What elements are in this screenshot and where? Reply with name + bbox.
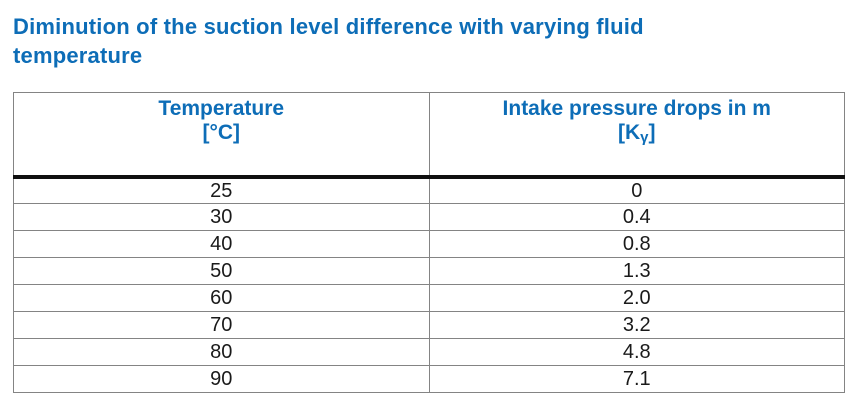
pressure-drop-cell: 3.2 — [428, 311, 845, 339]
table-row: 40 0.8 — [13, 230, 845, 258]
intake-pressure-header-unit: [Kγ] — [617, 121, 656, 146]
table-row: 80 4.8 — [13, 338, 845, 366]
temperature-cell: 90 — [13, 365, 430, 393]
column-header-temperature: Temperature [°C] — [13, 92, 430, 179]
pressure-drop-cell: 0.8 — [428, 230, 845, 258]
table-row: 90 7.1 — [13, 365, 845, 393]
pressure-drop-cell: 4.8 — [428, 338, 845, 366]
data-table: Temperature [°C] Intake pressure drops i… — [13, 92, 845, 393]
temperature-cell: 70 — [13, 311, 430, 339]
pressure-drop-cell: 2.0 — [428, 284, 845, 312]
temperature-cell: 80 — [13, 338, 430, 366]
table-row: 25 0 — [13, 176, 845, 204]
intake-pressure-header-label: Intake pressure drops in m — [502, 97, 771, 120]
temperature-cell: 60 — [13, 284, 430, 312]
header-row: Temperature [°C] Intake pressure drops i… — [13, 92, 845, 179]
table-row: 70 3.2 — [13, 311, 845, 339]
temperature-cell: 30 — [13, 203, 430, 231]
pressure-drop-cell: 0 — [428, 176, 845, 204]
temperature-cell: 50 — [13, 257, 430, 285]
page-title: Diminution of the suction level differen… — [13, 12, 843, 70]
page-title-line2: temperature — [13, 43, 143, 68]
gamma-subscript: γ — [640, 129, 649, 146]
temperature-header-label: Temperature — [158, 97, 285, 120]
temperature-cell: 40 — [13, 230, 430, 258]
page-title-line1: Diminution of the suction level differen… — [13, 14, 644, 39]
pressure-drop-cell: 1.3 — [428, 257, 845, 285]
pressure-drop-cell: 0.4 — [428, 203, 845, 231]
column-header-intake-pressure: Intake pressure drops in m [Kγ] — [428, 92, 845, 179]
table-row: 30 0.4 — [13, 203, 845, 231]
pressure-drop-cell: 7.1 — [428, 365, 845, 393]
temperature-cell: 25 — [13, 176, 430, 204]
table-row: 50 1.3 — [13, 257, 845, 285]
temperature-header-unit: [°C] — [202, 121, 241, 144]
table-row: 60 2.0 — [13, 284, 845, 312]
